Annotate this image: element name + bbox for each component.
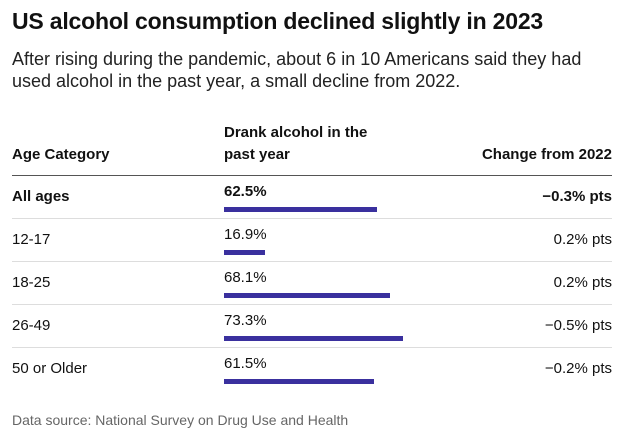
- value-label: 68.1%: [224, 269, 267, 286]
- change-label: −0.3% pts: [542, 188, 612, 205]
- value-label: 61.5%: [224, 355, 267, 372]
- bar: [224, 379, 375, 384]
- value-label: 73.3%: [224, 312, 267, 329]
- row-separator: [12, 218, 612, 219]
- row-label: 18-25: [12, 274, 51, 291]
- change-label: −0.2% pts: [544, 360, 612, 377]
- change-label: 0.2% pts: [553, 274, 612, 291]
- change-label: 0.2% pts: [553, 231, 612, 248]
- change-label: −0.5% pts: [544, 317, 612, 334]
- row-label: All ages: [12, 188, 70, 205]
- column-header: Drank alcohol in the past year: [224, 124, 368, 163]
- column-header: Change from 2022: [481, 146, 612, 163]
- header-rule: [12, 175, 612, 176]
- row-separator: [12, 347, 612, 348]
- row-label: 12-17: [12, 231, 51, 248]
- value-label: 16.9%: [224, 226, 267, 243]
- value-label: 62.5%: [224, 183, 267, 200]
- column-header: Age Category: [12, 146, 110, 163]
- source-note: Data source: National Survey on Drug Use…: [12, 412, 349, 428]
- chart-title: US alcohol consumption declined slightly…: [12, 8, 544, 34]
- row-separator: [12, 261, 612, 262]
- bar: [224, 336, 403, 341]
- bar: [224, 293, 391, 298]
- row-label: 50 or Older: [12, 360, 88, 377]
- bar: [224, 207, 377, 212]
- chart-subtitle: After rising during the pandemic, about …: [12, 49, 582, 91]
- bar: [224, 250, 266, 255]
- row-label: 26-49: [12, 317, 51, 334]
- row-separator: [12, 304, 612, 305]
